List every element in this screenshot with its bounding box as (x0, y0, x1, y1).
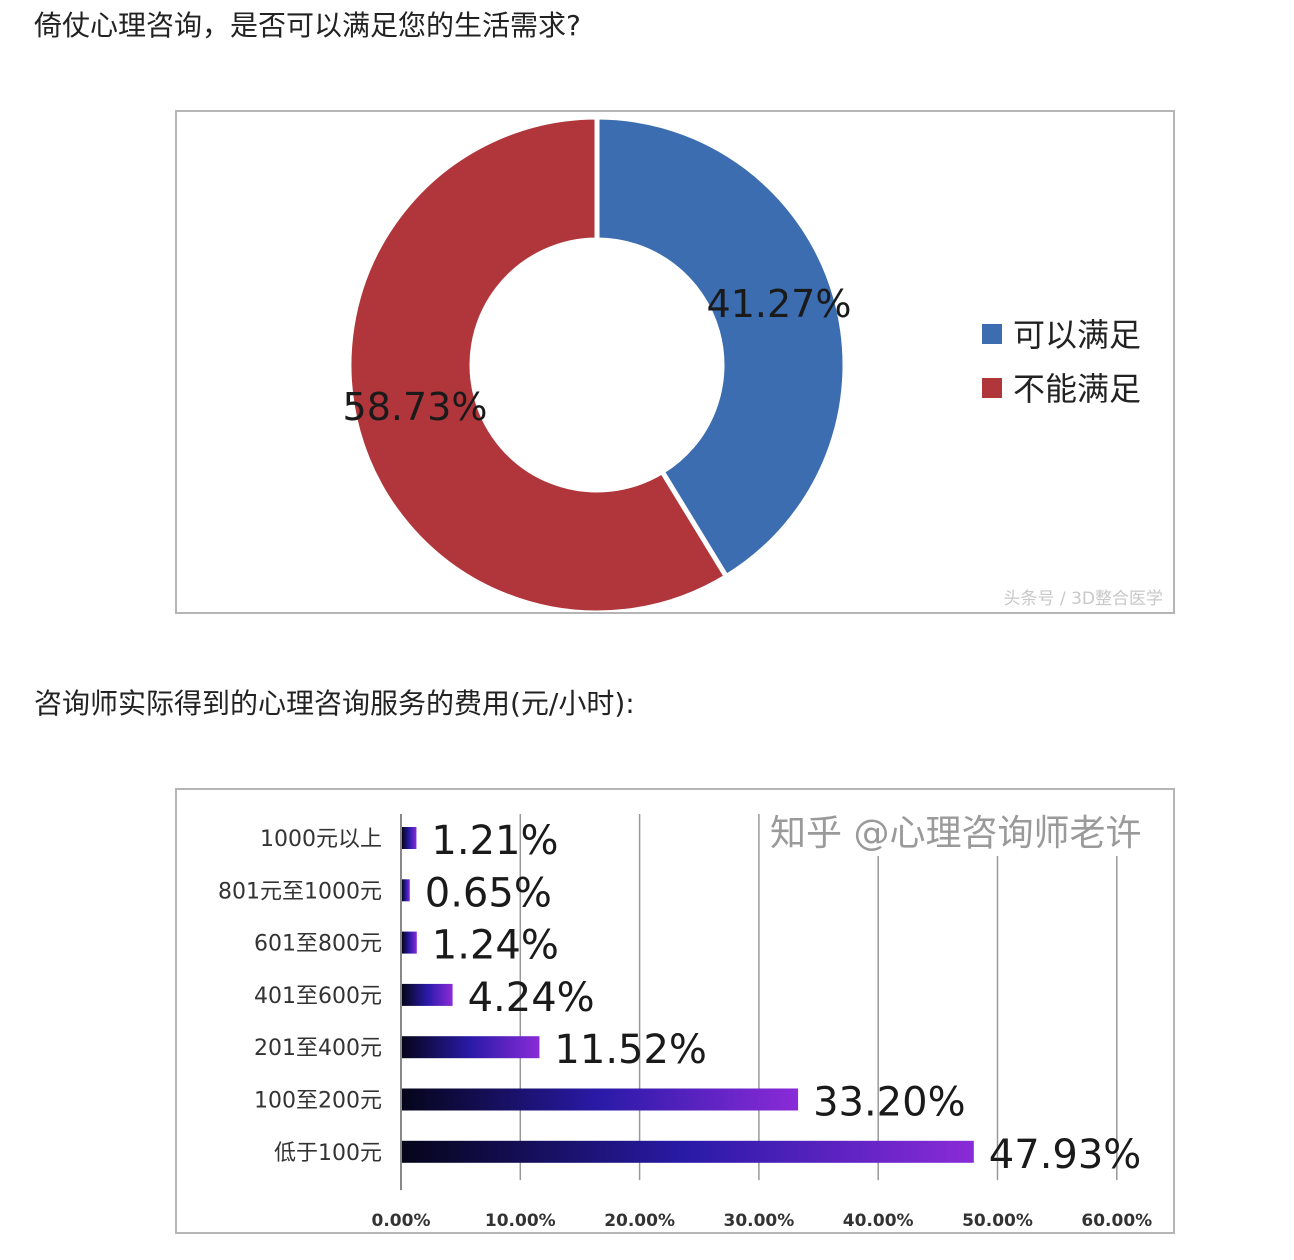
x-tick-label: 50.00% (962, 1211, 1033, 1231)
x-tick-label: 40.00% (843, 1211, 914, 1231)
bar (402, 1036, 540, 1059)
donut-slice (594, 114, 848, 581)
category-label: 601至800元 (254, 932, 382, 957)
bar (402, 931, 417, 954)
bar-value-label: 33.20% (813, 1080, 966, 1126)
bar (402, 983, 453, 1006)
bar-value-label: 1.21% (431, 818, 558, 864)
donut-slice (346, 114, 730, 612)
bar-chart: 0.00% 10.00% 20.00% 30.00% 40.00% 50.00% 60.00… (218, 814, 1152, 1231)
bar (402, 879, 410, 902)
bar-value-label: 0.65% (425, 870, 552, 916)
bar-value-label: 11.52% (554, 1027, 707, 1073)
x-tick-label: 30.00% (723, 1211, 794, 1231)
bar (402, 827, 417, 849)
legend-label: 可以满足 (1013, 316, 1141, 354)
donut-chart-panel: 41.27% 58.73% 可以满足不能满足头条号 / 3D整合医学 (175, 110, 1175, 614)
category-label: 801元至1000元 (218, 879, 382, 904)
category-label: 100至200元 (254, 1089, 382, 1114)
category-label: 401至600元 (254, 984, 382, 1009)
bar-value-label: 47.93% (989, 1132, 1142, 1178)
category-label: 201至400元 (254, 1036, 382, 1061)
slice-label: 41.27% (707, 282, 852, 326)
legend-label: 不能满足 (1013, 370, 1141, 408)
x-tick-label: 0.00% (372, 1211, 431, 1231)
x-tick-label: 20.00% (604, 1211, 675, 1231)
slice-label: 58.73% (343, 385, 488, 429)
bar-chart-panel: 0.00% 10.00% 20.00% 30.00% 40.00% 50.00% 60.00… (175, 788, 1175, 1234)
bar-value-label: 4.24% (468, 975, 595, 1021)
source-watermark: 头条号 / 3D整合医学 (1004, 589, 1163, 609)
x-tick-label: 10.00% (485, 1211, 556, 1231)
bar (402, 1140, 974, 1163)
bar (402, 1088, 799, 1111)
bar-value-label: 1.24% (432, 923, 559, 969)
category-label: 低于100元 (274, 1141, 382, 1166)
category-label: 1000元以上 (260, 827, 382, 852)
legend-swatch (982, 324, 1002, 344)
legend-swatch (982, 378, 1002, 398)
site-watermark: 知乎 @心理咨询师老许 (770, 804, 1142, 856)
x-tick-label: 60.00% (1081, 1211, 1152, 1231)
question-title-2: 咨询师实际得到的心理咨询服务的费用(元/小时): (34, 687, 635, 720)
question-title-1: 倚仗心理咨询，是否可以满足您的生活需求? (34, 9, 581, 42)
